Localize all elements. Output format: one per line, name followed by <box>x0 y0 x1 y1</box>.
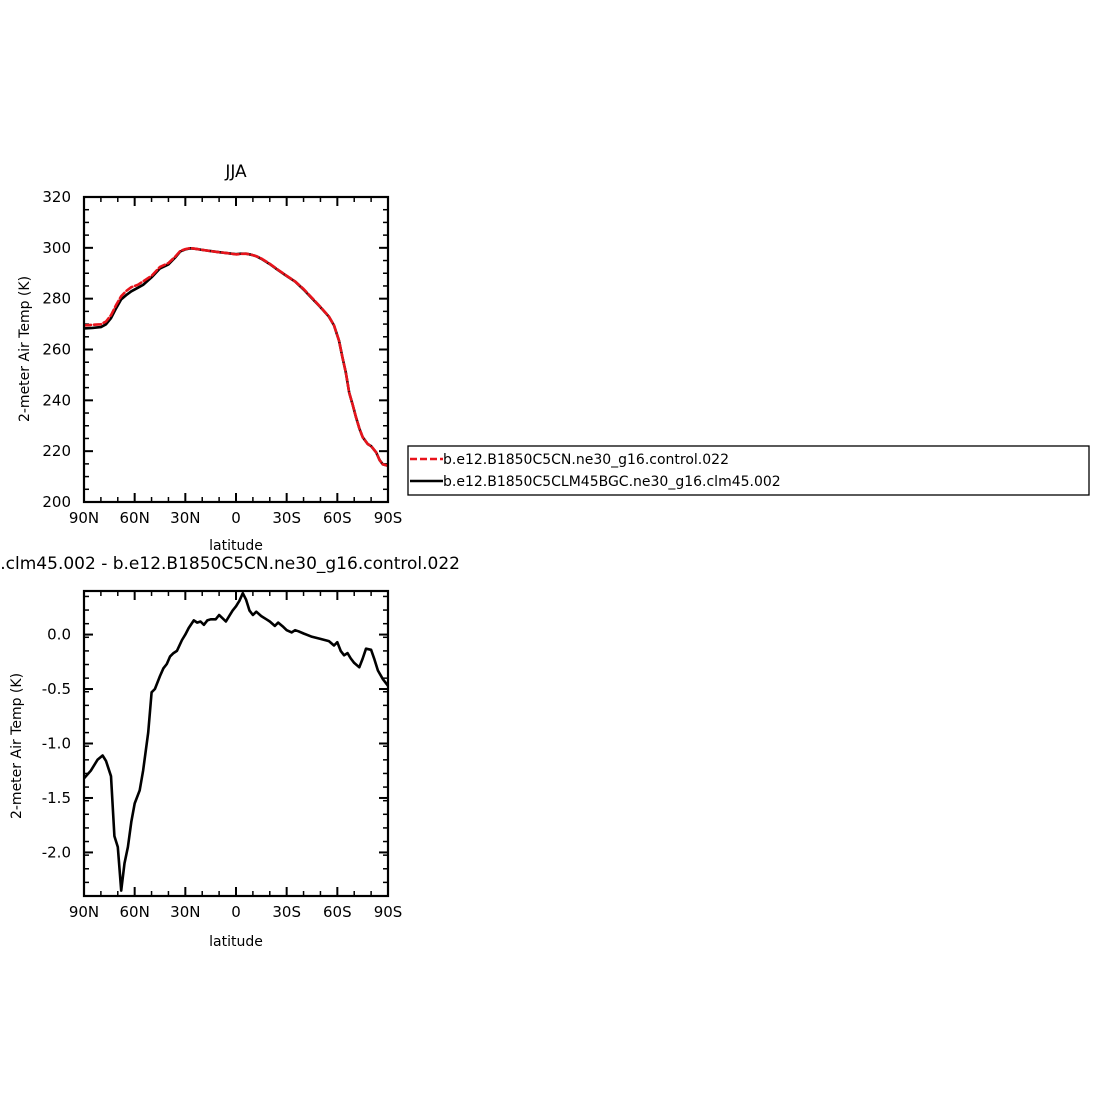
x-tick-label: 60S <box>323 509 352 527</box>
y-tick-label: 320 <box>42 188 71 206</box>
difference-x-axis-label: latitude <box>209 934 263 950</box>
legend: b.e12.B1850C5CN.ne30_g16.control.022 b.e… <box>407 445 1090 496</box>
x-tick-label: 60S <box>323 903 352 921</box>
x-tick-label: 30S <box>272 509 301 527</box>
temperature-chart-title: JJA <box>224 162 247 182</box>
temperature-series-line-0 <box>84 246 388 468</box>
x-tick-label: 0 <box>231 509 241 527</box>
difference-y-axis-label: 2-meter Air Temp (K) <box>9 673 25 819</box>
difference-series-line-0 <box>84 591 388 892</box>
legend-label-clm45: b.e12.B1850C5CLM45BGC.ne30_g16.clm45.002 <box>443 474 781 490</box>
x-tick-label: 0 <box>231 903 241 921</box>
x-tick-label: 90S <box>374 903 403 921</box>
difference-panel: b.e12.B1850C5CLM45BGC.ne30_g16.clm45.002… <box>0 554 460 950</box>
x-tick-label: 60N <box>120 903 150 921</box>
y-tick-label: 300 <box>42 239 71 257</box>
x-tick-label: 90N <box>69 903 99 921</box>
y-tick-label: -1.5 <box>42 789 71 807</box>
difference-chart-title: b.e12.B1850C5CLM45BGC.ne30_g16.clm45.002… <box>0 554 460 574</box>
difference-series <box>84 591 388 892</box>
difference-axis-ticks: 90N 60N 30N 0 30S 60S 90S -2.0 -1.5 -1.0 -0.5 0.0 <box>42 591 403 921</box>
temperature-y-axis-label: 2-meter Air Temp (K) <box>17 276 33 422</box>
temperature-series <box>84 246 388 468</box>
temperature-plot-frame <box>82 195 390 504</box>
y-tick-label: 200 <box>42 493 71 511</box>
x-tick-label: 30S <box>272 903 301 921</box>
y-tick-label: -0.5 <box>42 680 71 698</box>
x-tick-label: 60N <box>120 509 150 527</box>
temperature-axis-ticks: 90N 60N 30N 0 30S 60S 90S 200 220 240 260 280 300 320 <box>42 188 402 527</box>
temperature-panel: JJA 90N 60N 30N 0 30S 60S 90S 200 220 240 260 280 30… <box>17 162 402 554</box>
x-tick-label: 30N <box>170 903 200 921</box>
y-tick-label: 240 <box>42 391 71 409</box>
y-tick-label: 280 <box>42 290 71 308</box>
x-tick-label: 90N <box>69 509 99 527</box>
x-tick-label: 30N <box>170 509 200 527</box>
x-tick-label: 90S <box>374 509 403 527</box>
y-tick-label: 0.0 <box>47 626 71 644</box>
y-tick-label: -2.0 <box>42 843 71 861</box>
legend-box <box>407 445 1090 496</box>
y-tick-label: -1.0 <box>42 735 71 753</box>
legend-label-control: b.e12.B1850C5CN.ne30_g16.control.022 <box>443 452 729 468</box>
temperature-x-axis-label: latitude <box>209 538 263 554</box>
y-tick-label: 260 <box>42 341 71 359</box>
y-tick-label: 220 <box>42 442 71 460</box>
difference-plot-frame <box>82 589 390 898</box>
